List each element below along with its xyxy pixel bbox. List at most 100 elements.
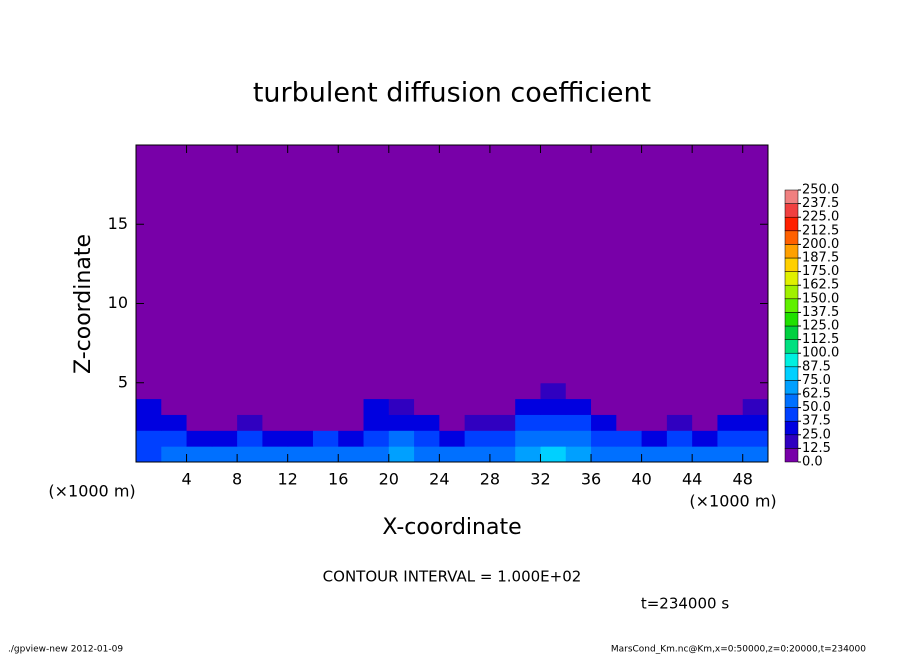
field-cell [287, 382, 314, 400]
field-cell [464, 382, 491, 400]
field-cell [363, 446, 390, 463]
field-cell [591, 414, 617, 431]
colorbar-band [784, 352, 799, 368]
field-cell [439, 446, 466, 463]
field-cell [666, 430, 693, 447]
field-cell [211, 398, 238, 415]
field-cell [464, 398, 491, 415]
field-cell [591, 398, 617, 415]
field-cell [540, 446, 567, 463]
field-cell [312, 414, 339, 431]
field-cell [489, 382, 516, 400]
field-cell [489, 398, 516, 415]
field-cell [136, 430, 162, 447]
colorbar-label: 87.5 [802, 359, 831, 374]
y-axis-label: Z-coordinate [71, 234, 96, 374]
field-cell [439, 398, 466, 415]
x-tick-label: 20 [379, 470, 399, 489]
field-cell [439, 145, 466, 384]
colorbar-label: 225.0 [802, 210, 839, 225]
field-cell [717, 446, 744, 463]
field-cell [186, 145, 213, 384]
field-cell [742, 382, 769, 400]
field-cell [591, 145, 617, 384]
colorbar-label: 212.5 [802, 223, 839, 238]
colorbar-label: 100.0 [802, 346, 839, 361]
field-cell [363, 414, 390, 431]
field-cell [616, 398, 643, 415]
x-tick-label: 40 [631, 470, 651, 489]
field-cell [136, 382, 162, 400]
field-cell [186, 430, 213, 447]
colorbar-label: 50.0 [802, 400, 831, 415]
x-tick-label: 4 [181, 470, 191, 489]
colorbar-label: 75.0 [802, 373, 831, 388]
colorbar-label: 125.0 [802, 319, 839, 334]
field-cell [136, 145, 162, 384]
field-cell [287, 414, 314, 431]
colorbar-band [784, 189, 799, 204]
x-tick-label: 36 [581, 470, 601, 489]
field-cell [287, 398, 314, 415]
field-cell [540, 430, 567, 447]
field-cell [464, 414, 491, 431]
field-cell [742, 446, 769, 463]
x-axis-label: X-coordinate [382, 515, 521, 540]
chart-title: turbulent diffusion coefficient [253, 78, 651, 109]
field-cell [515, 382, 541, 400]
colorbar-band [784, 298, 799, 313]
field-cell [186, 382, 213, 400]
field-cell [666, 398, 693, 415]
field-cell [439, 414, 466, 431]
x-tick-label: 24 [429, 470, 449, 489]
colorbar-band [784, 380, 799, 395]
x-tick-label: 8 [232, 470, 242, 489]
colorbar-band [784, 203, 799, 218]
field-cell [439, 430, 466, 447]
field-cell [338, 430, 365, 447]
field-cell [515, 446, 541, 463]
field-cell [211, 414, 238, 431]
field-cell [666, 414, 693, 431]
colorbar-band [784, 284, 799, 300]
field-cell [591, 382, 617, 400]
field-cell [641, 145, 668, 384]
field-cell [312, 446, 339, 463]
field-cell [565, 430, 592, 447]
y-unit: (×1000 m) [48, 482, 135, 501]
field-cell [161, 446, 188, 463]
y-tick-label: 10 [108, 293, 128, 312]
colorbar-label: 0.0 [802, 455, 823, 470]
field-cell [464, 430, 491, 447]
field-cell [742, 398, 769, 415]
field-cell [363, 145, 390, 384]
colorbar-band [784, 325, 799, 340]
field-cell [237, 398, 263, 415]
field-cell [237, 382, 263, 400]
field-cell [363, 382, 390, 400]
field-cell [186, 414, 213, 431]
field-cell [388, 382, 415, 400]
colorbar-label: 62.5 [802, 387, 831, 402]
field-cell [161, 430, 188, 447]
colorbar-label: 200.0 [802, 237, 839, 252]
field-cell [414, 382, 440, 400]
x-tick-label: 32 [530, 470, 550, 489]
field-cell [616, 145, 643, 384]
colorbar-band [784, 230, 799, 245]
field-cell [666, 145, 693, 384]
colorbar-label: 12.5 [802, 441, 831, 456]
field-cell [312, 382, 339, 400]
field-cell [262, 145, 289, 384]
field-cell [136, 398, 162, 415]
field-cell [565, 145, 592, 384]
field-cell [692, 446, 718, 463]
field-cell [717, 398, 744, 415]
field-cell [262, 398, 289, 415]
field-cell [666, 446, 693, 463]
colorbar-band [784, 271, 799, 286]
field-cell [186, 446, 213, 463]
colorbar-label: 187.5 [802, 251, 839, 266]
x-tick-label: 48 [733, 470, 753, 489]
field-cell [717, 430, 744, 447]
